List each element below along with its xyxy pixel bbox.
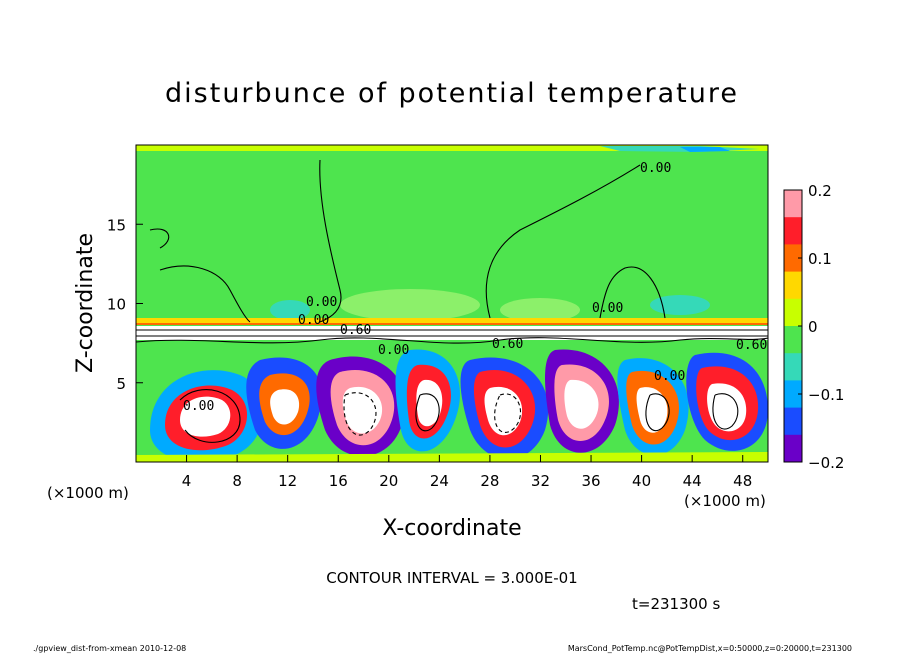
x-axis-label: X-coordinate — [382, 516, 521, 541]
contour-label: 0.00 — [654, 369, 685, 384]
colorbar-segment — [784, 298, 802, 327]
contour-label: 0.00 — [378, 343, 409, 358]
y-axis-label: Z-coordinate — [73, 233, 98, 373]
x-axis-unit-left: (×1000 m) — [47, 484, 129, 502]
x-axis: 4 8 12 16 20 24 28 32 36 40 44 48 — [182, 455, 752, 490]
contour-label: 0.00 — [306, 295, 337, 310]
colorbar-segment — [784, 407, 802, 436]
y-axis: 5 10 15 — [107, 216, 143, 393]
x-tick-label: 40 — [632, 472, 651, 490]
pale-patch — [500, 298, 580, 322]
x-tick-label: 20 — [379, 472, 398, 490]
footer-left: ./gpview_dist-from-xmean 2010-12-08 — [33, 644, 186, 653]
colorbar-segment — [784, 217, 802, 245]
y-tick-label: 15 — [107, 216, 126, 234]
colorbar: 0.2 0.1 0 −0.1 −0.2 — [783, 182, 844, 472]
time-label: t=231300 s — [632, 595, 720, 613]
y-tick-label: 5 — [116, 375, 126, 393]
x-tick-label: 16 — [329, 472, 348, 490]
contour-label: 0.60 — [340, 323, 371, 338]
turbulent-cells — [136, 349, 768, 462]
contour-interval: CONTOUR INTERVAL = 3.000E-01 — [326, 569, 577, 587]
x-axis-unit-right: (×1000 m) — [684, 492, 766, 510]
x-tick-label: 48 — [733, 472, 752, 490]
y-tick-label: 10 — [107, 296, 126, 314]
contour-label: 0.00 — [183, 399, 214, 414]
contour-labels: 0.00 0.00 0.00 0.60 0.00 0.60 0.00 0.60 … — [183, 161, 767, 414]
colorbar-segment — [784, 271, 802, 300]
x-tick-label: 28 — [480, 472, 499, 490]
colorbar-tick-label: −0.1 — [808, 386, 844, 404]
colorbar-segment — [784, 380, 802, 409]
pale-patch — [340, 289, 480, 321]
interface-band-white — [136, 326, 768, 340]
x-tick-label: 32 — [531, 472, 550, 490]
top-band — [136, 145, 768, 151]
colorbar-segment — [784, 326, 802, 354]
contour-label: 0.00 — [592, 301, 623, 316]
x-tick-label: 24 — [430, 472, 449, 490]
interface-band-orange — [136, 323, 768, 325]
colorbar-segment — [784, 434, 802, 463]
x-tick-label: 36 — [581, 472, 600, 490]
colorbar-tick-label: −0.2 — [808, 454, 844, 472]
footer-right: MarsCond_PotTemp.nc@PotTempDist,x=0:5000… — [568, 644, 852, 653]
contour-lines — [136, 159, 768, 443]
contour-label: 0.00 — [298, 313, 329, 328]
top-band-blue2 — [680, 147, 730, 152]
colorbar-segment — [784, 190, 802, 218]
contour-label: 0.60 — [492, 337, 523, 352]
x-tick-label: 12 — [278, 472, 297, 490]
pale-patch — [650, 295, 710, 315]
interface-band-yellow — [136, 318, 768, 323]
x-tick-label: 44 — [683, 472, 702, 490]
x-tick-label: 8 — [232, 472, 242, 490]
colorbar-segment — [784, 244, 802, 273]
colorbar-segment — [784, 353, 802, 381]
plot-area: 0.00 0.00 0.00 0.60 0.00 0.60 0.00 0.60 … — [136, 145, 768, 462]
pale-patch — [270, 300, 310, 320]
chart-title: disturbunce of potential temperature — [165, 78, 739, 109]
colorbar-tick-label: 0.2 — [808, 182, 832, 200]
x-tick-label: 4 — [182, 472, 192, 490]
contour-label: 0.00 — [640, 161, 671, 176]
contour-label: 0.60 — [736, 338, 767, 353]
colorbar-tick-label: 0 — [808, 318, 818, 336]
colorbar-tick-label: 0.1 — [808, 250, 832, 268]
